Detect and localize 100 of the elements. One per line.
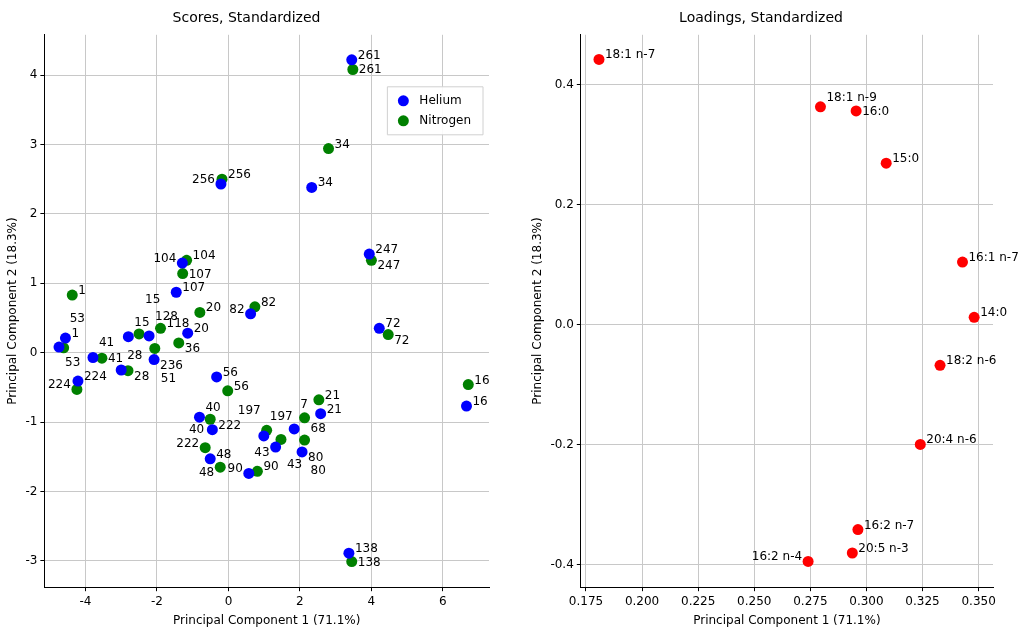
annotation: 36 [184, 340, 201, 355]
annotation: 43 [286, 457, 303, 472]
legend-label: Helium [419, 92, 462, 107]
annotation: 261 [357, 47, 381, 62]
point [122, 331, 134, 343]
annotation: 256 [228, 167, 251, 182]
annotation: 197 [269, 408, 293, 423]
annotation: 261 [358, 62, 382, 77]
annotation: 48 [216, 446, 232, 461]
point [363, 248, 375, 260]
annotation: 56 [222, 364, 238, 379]
point [194, 306, 206, 318]
x-tick-label: 0.325 [905, 593, 940, 608]
annotation: 40 [205, 400, 221, 415]
x-tick-label: 0.200 [624, 593, 660, 608]
point [934, 359, 946, 371]
annotation: 34 [317, 175, 333, 190]
x-tick-label: 0.225 [680, 593, 716, 608]
point [288, 423, 300, 435]
y-tick-label: -1 [25, 414, 38, 429]
annotation: 28 [127, 347, 143, 362]
point [382, 329, 394, 341]
annotation: 16:1 n-7 [968, 250, 1019, 265]
point [460, 400, 472, 412]
x-tick-label: -2 [150, 593, 163, 608]
point [373, 322, 385, 334]
x-axis-title: Principal Component 1 (71.1%) [172, 612, 361, 627]
point [115, 364, 127, 376]
point [133, 328, 145, 340]
annotation: 51 [160, 371, 177, 386]
point [306, 181, 318, 193]
point [296, 446, 308, 458]
annotation: 41 [107, 351, 124, 366]
annotation: 15:0 [892, 151, 920, 166]
annotation: 18:1 n-7 [604, 47, 656, 62]
annotation: 82 [229, 301, 245, 316]
annotation: 16:0 [862, 103, 890, 118]
y-tick-label: 1 [29, 275, 38, 290]
point [199, 442, 211, 454]
point [215, 178, 227, 190]
x-tick-label: -4 [79, 593, 92, 608]
point [155, 322, 167, 334]
annotation: 247 [377, 258, 401, 273]
point [343, 547, 355, 559]
annotation: 20 [193, 321, 209, 336]
annotation: 107 [188, 266, 212, 281]
point [275, 433, 287, 445]
annotation: 256 [192, 172, 215, 186]
annotation: 104 [192, 248, 216, 263]
y-tick-label: 2 [29, 205, 38, 220]
annotation: 236 [160, 357, 183, 372]
x-tick-label: 6 [439, 593, 447, 608]
annotation: 72 [394, 332, 410, 347]
point [222, 385, 234, 397]
point [802, 555, 814, 567]
y-tick-label: 0.4 [554, 76, 574, 91]
y-tick-label: -0.2 [550, 436, 574, 451]
annotation: 18:2 n-6 [946, 353, 997, 368]
point [173, 337, 185, 349]
point [347, 64, 359, 75]
annotation: 104 [153, 251, 177, 266]
point [53, 341, 65, 353]
annotation: 16 [474, 372, 490, 387]
point [593, 53, 605, 65]
annotation: 1 [78, 283, 86, 298]
annotation: 90 [227, 461, 243, 476]
annotation: 21 [324, 387, 341, 402]
x-tick-label: 0.350 [961, 593, 996, 608]
annotation: 82 [260, 294, 277, 309]
annotation: 15 [145, 291, 161, 306]
point [211, 371, 223, 383]
annotation: 90 [263, 459, 279, 474]
point [346, 54, 358, 66]
y-tick-label: 0.2 [554, 196, 574, 211]
annotation: 222 [218, 417, 242, 432]
y-axis-title: Principal Component 2 (18.3%) [530, 217, 545, 405]
annotation: 222 [176, 435, 200, 450]
point [846, 547, 858, 559]
x-tick-label: 0.250 [737, 593, 772, 608]
x-tick-label: 2 [296, 593, 304, 608]
x-tick-label: 0 [224, 593, 233, 608]
point [204, 453, 216, 465]
annotation: 56 [233, 378, 249, 393]
annotation: 53 [65, 355, 81, 370]
chart-title: Loadings, Standardized [679, 9, 843, 26]
annotation: 1 [71, 326, 80, 341]
annotation: 18:1 n-9 [826, 89, 877, 104]
x-tick-label: 0.300 [849, 593, 884, 608]
y-axis-title: Principal Component 2 (18.3%) [5, 217, 20, 405]
annotation: 138 [354, 541, 378, 556]
annotation: 43 [254, 445, 270, 460]
annotation: 41 [98, 335, 115, 350]
point [313, 394, 325, 406]
annotation: 138 [357, 554, 381, 569]
point [182, 327, 194, 339]
annotation: 247 [375, 242, 399, 257]
annotation: 28 [134, 368, 150, 383]
point [968, 311, 980, 323]
point [72, 375, 84, 387]
point [315, 408, 327, 420]
